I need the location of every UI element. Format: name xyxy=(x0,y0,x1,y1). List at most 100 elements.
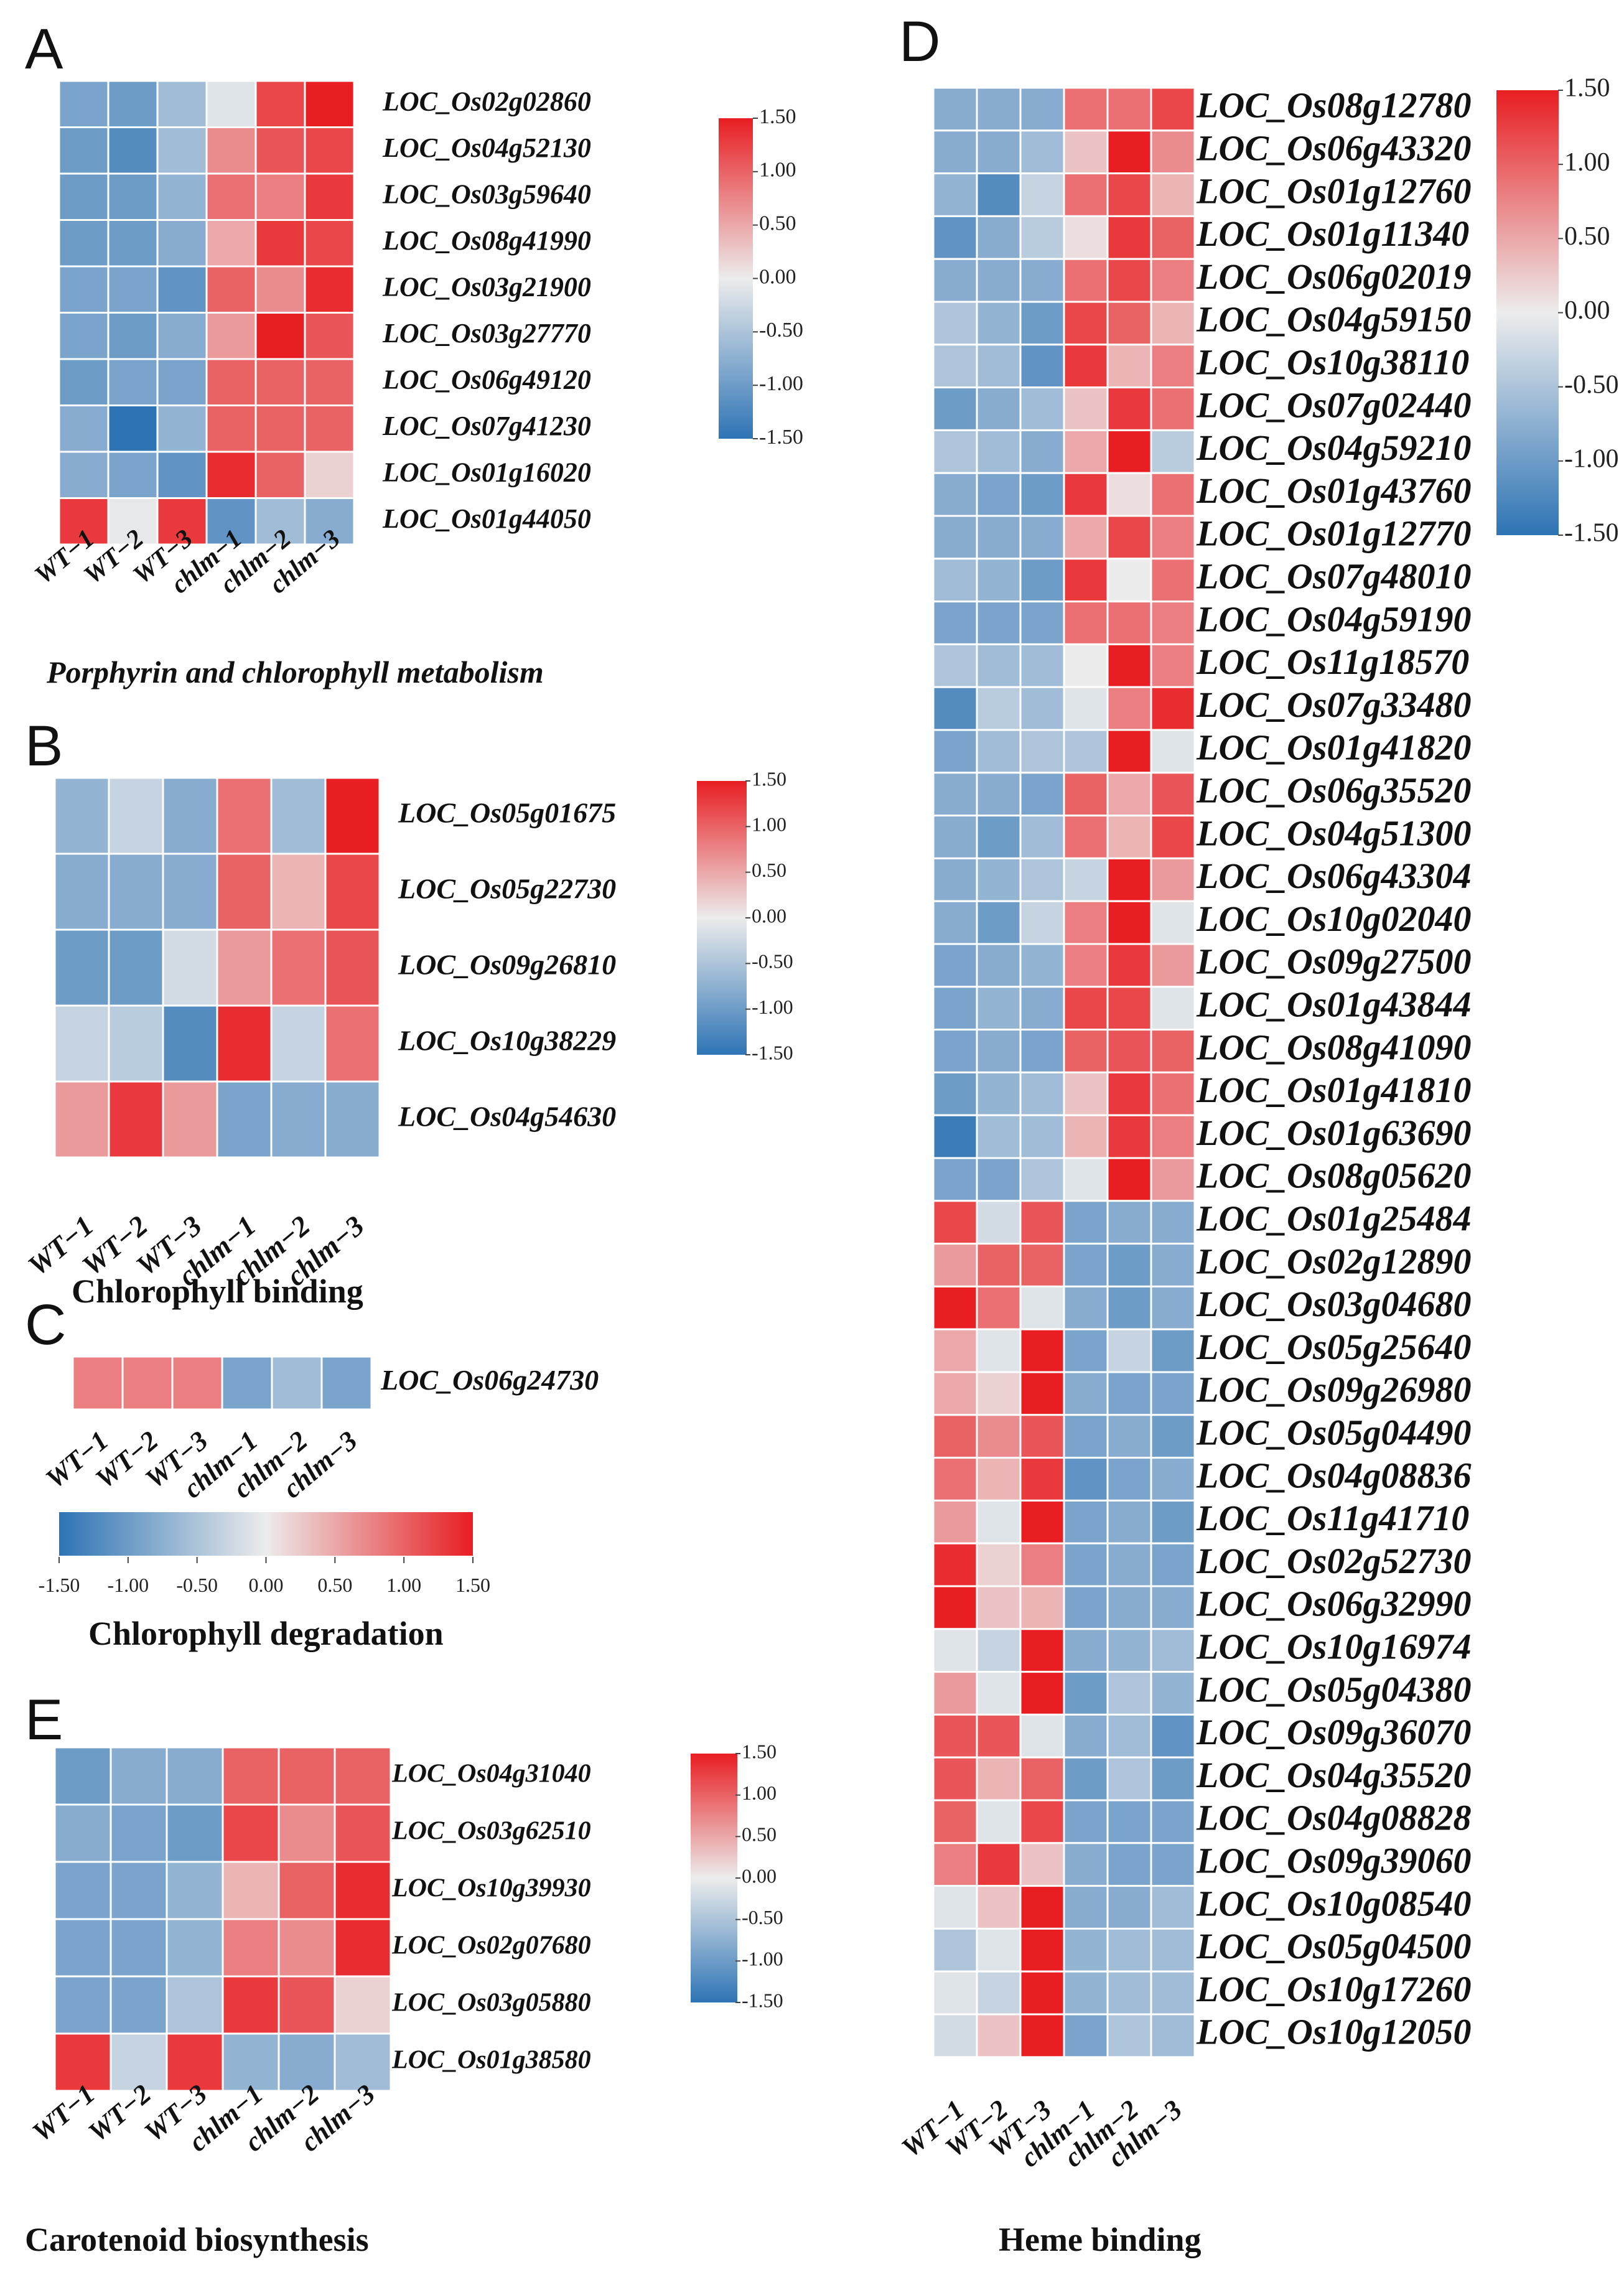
heatmap-cell xyxy=(1150,986,1196,1031)
heatmap-a: LOC_Os02g02860 LOC_Os04g52130 LOC_Os03g596… xyxy=(29,80,591,599)
heatmap-cell xyxy=(1106,515,1152,560)
heatmap-cell xyxy=(932,558,978,603)
heatmap-cell xyxy=(1106,1713,1152,1759)
heatmap-cell xyxy=(1063,643,1109,688)
heatmap-cell xyxy=(1063,215,1109,260)
heatmap-cell xyxy=(304,172,355,221)
heatmap-cell xyxy=(1106,258,1152,303)
row-label: LOC_Os01g12770 xyxy=(1196,513,1471,554)
heatmap-cell xyxy=(166,1803,224,1863)
heatmap-cell xyxy=(932,1457,978,1502)
heatmap-d: LOC_Os08g12780LOC_Os06g43320LOC_Os01g127… xyxy=(896,85,1472,2173)
heatmap-cell xyxy=(976,1328,1022,1373)
heatmap-cell xyxy=(932,258,978,303)
heatmap-cell xyxy=(932,1799,978,1844)
heatmap-cell xyxy=(1106,215,1152,260)
heatmap-cell xyxy=(932,129,978,175)
heatmap-cell xyxy=(1019,986,1065,1031)
heatmap-cell xyxy=(1063,1756,1109,1801)
heatmap-cell xyxy=(976,1071,1022,1116)
heatmap-cell xyxy=(1063,900,1109,945)
heatmap-cell xyxy=(108,853,164,931)
heatmap-cell xyxy=(932,600,978,645)
heatmap-cell xyxy=(1019,1371,1065,1416)
heatmap-cell xyxy=(976,1628,1022,1673)
heatmap-cell xyxy=(1150,1713,1196,1759)
heatmap-cell xyxy=(216,853,273,931)
heatmap-cell xyxy=(976,600,1022,645)
heatmap-cell xyxy=(976,1542,1022,1587)
heatmap-cell xyxy=(254,172,306,221)
heatmap-cell xyxy=(932,1285,978,1330)
heatmap-cell xyxy=(1063,172,1109,217)
heatmap-cell xyxy=(108,1080,164,1159)
heatmap-cell xyxy=(54,1746,112,1806)
row-label: LOC_Os10g08540 xyxy=(1196,1883,1471,1923)
heatmap-cell xyxy=(976,301,1022,346)
row-label: LOC_Os09g26980 xyxy=(1196,1370,1471,1410)
colorbar-tick-label: 1.00 xyxy=(752,813,786,836)
heatmap-cell xyxy=(216,1004,273,1083)
row-label: LOC_Os01g43760 xyxy=(1196,470,1471,511)
heatmap-cell xyxy=(58,172,110,221)
heatmap-cell xyxy=(54,1861,112,1920)
heatmap-cell xyxy=(932,301,978,346)
heatmap-cell xyxy=(1019,515,1065,560)
heatmap-cell xyxy=(1063,1499,1109,1544)
heatmap-cell xyxy=(976,129,1022,175)
heatmap-cell xyxy=(1019,215,1065,260)
heatmap-cell xyxy=(932,1414,978,1459)
heatmap-cell xyxy=(156,404,208,453)
heatmap-cell xyxy=(932,1371,978,1416)
heatmap-cell xyxy=(976,815,1022,859)
heatmap-cell xyxy=(270,928,327,1007)
heatmap-cell xyxy=(1150,1499,1196,1544)
heatmap-cell xyxy=(304,358,355,406)
heatmap-cell xyxy=(1106,1585,1152,1630)
heatmap-cell xyxy=(1106,857,1152,902)
heatmap-cell xyxy=(1063,2013,1109,2058)
heatmap-cell xyxy=(1106,1371,1152,1416)
heatmap-cell xyxy=(1063,386,1109,431)
heatmap-cell xyxy=(222,1746,280,1806)
heatmap-cell xyxy=(156,312,208,360)
heatmap-cell xyxy=(932,1200,978,1245)
heatmap-cell xyxy=(156,497,208,546)
heatmap-cell xyxy=(932,686,978,731)
heatmap-cell xyxy=(156,172,208,221)
heatmap-cell xyxy=(1106,772,1152,817)
heatmap-cell xyxy=(1106,1799,1152,1844)
heatmap-cell xyxy=(156,126,208,175)
heatmap-cell xyxy=(1150,1414,1196,1459)
colorbar-tick-label: 1.50 xyxy=(742,1740,777,1762)
heatmap-cell xyxy=(932,1927,978,1973)
heatmap-cell xyxy=(278,1861,336,1920)
colorbar-tick-label: 0.50 xyxy=(742,1823,777,1846)
heatmap-cell xyxy=(1063,857,1109,902)
heatmap-cell xyxy=(1106,1970,1152,2016)
row-label: LOC_Os02g12890 xyxy=(1196,1241,1471,1281)
row-label: LOC_Os04g59190 xyxy=(1196,599,1471,639)
heatmap-cell xyxy=(1019,1114,1065,1159)
heatmap-cell xyxy=(976,86,1022,132)
heatmap-cell xyxy=(1019,1713,1065,1759)
heatmap-cell xyxy=(1063,558,1109,603)
heatmap-cell xyxy=(1019,857,1065,902)
row-label: LOC_Os02g07680 xyxy=(391,1932,591,1960)
heatmap-cell xyxy=(1019,600,1065,645)
colorbar-tick-label: -1.00 xyxy=(759,372,803,395)
heatmap-cell xyxy=(976,729,1022,774)
heatmap-cell xyxy=(1150,1970,1196,2016)
heatmap-cell xyxy=(54,1803,112,1863)
row-label: LOC_Os08g05620 xyxy=(1196,1156,1471,1196)
heatmap-cell xyxy=(1063,1414,1109,1459)
heatmap-cell xyxy=(254,404,306,453)
heatmap-cell xyxy=(932,1114,978,1159)
heatmap-cell xyxy=(72,1355,124,1411)
heatmap-cell xyxy=(107,265,159,314)
heatmap-cell xyxy=(1150,1842,1196,1887)
heatmap-cell xyxy=(932,1542,978,1587)
panel-d: D LOC_Os08g12780LOC_Os06g43320LOC_Os01g1… xyxy=(896,10,1619,2258)
heatmap-cell xyxy=(1106,86,1152,132)
heatmap-cell xyxy=(54,1918,112,1978)
